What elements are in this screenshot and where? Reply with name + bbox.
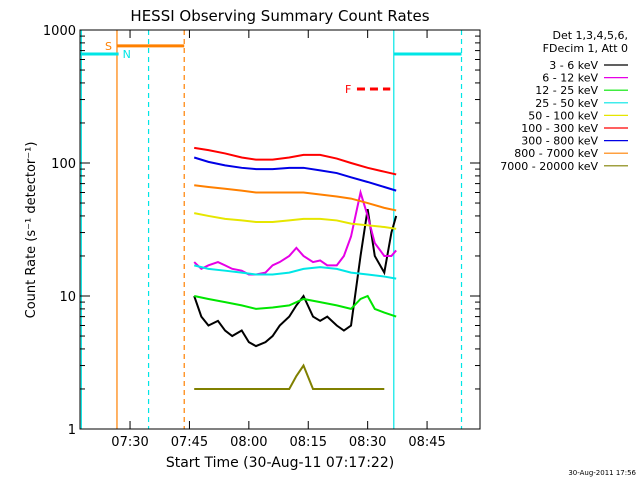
- footer-timestamp: 30-Aug-2011 17:56: [568, 469, 636, 477]
- legend-label-3: 25 - 50 keV: [535, 97, 598, 110]
- y-axis-label: Count Rate (s⁻¹ detector⁻¹): [24, 142, 39, 319]
- x-tick-label-1: 07:45: [171, 435, 208, 450]
- plot-frame: [79, 29, 481, 430]
- legend-label-4: 50 - 100 keV: [528, 109, 598, 122]
- x-tick-label-2: 08:00: [230, 435, 267, 450]
- y-tick-label-0: 1: [68, 423, 76, 438]
- plot-marks: SN F: [79, 30, 463, 429]
- legend-info-fdecim: FDecim 1, Att 0: [543, 42, 628, 55]
- series-line-6: [193, 156, 397, 192]
- x-tick-label-0: 07:30: [111, 435, 148, 450]
- legend: Det 1,3,4,5,6, FDecim 1, Att 0 3 - 6 keV…: [500, 29, 628, 173]
- x-axis-label: Start Time (30-Aug-11 07:17:22): [166, 455, 394, 471]
- annotation-label-f: F: [345, 83, 351, 96]
- legend-label-2: 12 - 25 keV: [535, 84, 598, 97]
- legend-label-0: 3 - 6 keV: [549, 59, 598, 72]
- legend-label-6: 300 - 800 keV: [521, 135, 598, 148]
- y-tick-group: 1 10 100 1000: [43, 24, 480, 438]
- x-tick-label-3: 08:15: [290, 435, 327, 450]
- series-line-2: [193, 294, 397, 318]
- y-tick-label-3: 1000: [43, 24, 76, 39]
- legend-label-7: 800 - 7000 keV: [514, 147, 598, 160]
- legend-label-1: 6 - 12 keV: [542, 72, 598, 85]
- series-line-1: [193, 188, 397, 276]
- series-line-3: [193, 264, 397, 280]
- chart-title: HESSI Observing Summary Count Rates: [130, 7, 429, 25]
- series-line-8: [194, 363, 385, 390]
- legend-info-detectors: Det 1,3,4,5,6,: [552, 29, 628, 42]
- series-line-0: [193, 208, 398, 348]
- series-line-5: [194, 146, 397, 176]
- legend-label-8: 7000 - 20000 keV: [500, 160, 598, 173]
- y-tick-label-1: 10: [59, 290, 76, 305]
- annotation-label-n: N: [123, 48, 131, 61]
- legend-label-5: 100 - 300 keV: [521, 122, 598, 135]
- y-tick-label-2: 100: [51, 157, 76, 172]
- annotation-label-s: S: [105, 40, 112, 53]
- series-line-7: [194, 184, 397, 212]
- x-tick-label-4: 08:30: [349, 435, 386, 450]
- x-tick-group: 07:30 07:45 08:00 08:15 08:30 08:45: [111, 30, 446, 450]
- series-line-4: [194, 212, 397, 230]
- x-tick-label-5: 08:45: [408, 435, 445, 450]
